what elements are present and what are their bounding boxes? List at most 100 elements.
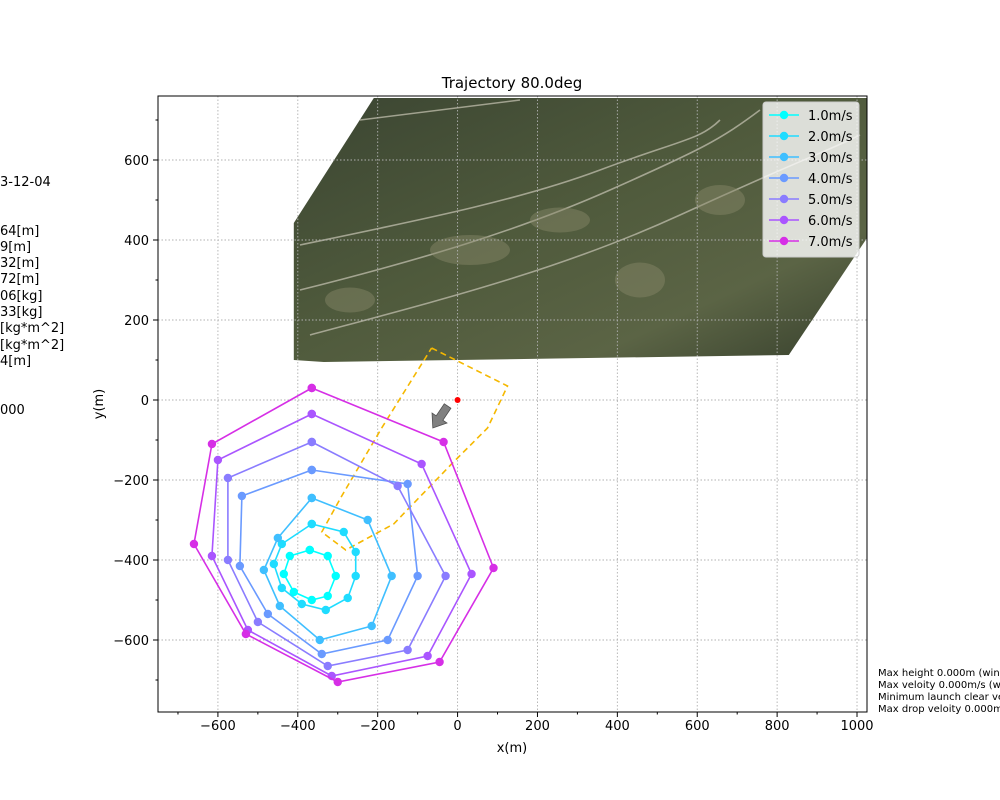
- x-tick-label: 200: [525, 719, 550, 734]
- series-point: [307, 383, 316, 393]
- series-point: [387, 571, 396, 581]
- series-point: [435, 657, 444, 667]
- legend-marker: [779, 215, 789, 225]
- y-axis-label: y(m): [92, 389, 107, 420]
- legend-label: 7.0m/s: [808, 235, 853, 250]
- legend-marker: [779, 173, 789, 183]
- series-6.0m/s: [207, 409, 476, 681]
- left-info-line: 3-12-04: [0, 175, 51, 190]
- series-point: [237, 491, 247, 501]
- x-tick-label: 1000: [840, 719, 873, 734]
- right-info-line: Minimum launch clear ve: [878, 692, 1000, 703]
- x-tick-label: −600: [200, 719, 236, 734]
- legend-marker: [779, 194, 789, 204]
- map-image: [293, 98, 867, 362]
- series-line: [262, 497, 393, 641]
- series-3.0m/s: [259, 493, 396, 645]
- x-tick-label: 800: [765, 719, 790, 734]
- series-point: [367, 621, 376, 631]
- series-point: [393, 481, 402, 491]
- right-info-line: Max veloity 0.000m/s (wi: [878, 680, 1000, 691]
- series-point: [351, 571, 360, 581]
- left-info-line: [kg*m^2]: [0, 321, 65, 336]
- legend-label: 4.0m/s: [808, 172, 853, 187]
- series-point: [343, 593, 352, 603]
- y-tick-label: 0: [141, 394, 149, 409]
- series-point: [307, 493, 316, 503]
- series-point: [351, 547, 360, 557]
- series-point: [423, 651, 432, 661]
- legend-label: 5.0m/s: [808, 193, 853, 208]
- y-tick-label: −600: [113, 634, 149, 649]
- series-point: [307, 409, 316, 419]
- legend-label: 2.0m/s: [808, 130, 853, 145]
- series-point: [403, 645, 412, 655]
- series-2.0m/s: [269, 519, 360, 615]
- wind-arrow-icon: [431, 403, 452, 429]
- left-info-line: 32[m]: [0, 256, 40, 271]
- series-point: [259, 565, 269, 575]
- legend-marker: [779, 131, 789, 141]
- x-tick-label: 0: [453, 719, 461, 734]
- series-point: [207, 551, 217, 561]
- left-info-line: 33[kg]: [0, 305, 43, 320]
- legend-marker: [779, 236, 789, 246]
- series-point: [339, 527, 348, 537]
- map-road: [299, 119, 721, 246]
- series-point: [223, 555, 233, 565]
- map-field: [430, 235, 510, 265]
- left-info-line: 06[kg]: [0, 289, 43, 304]
- series-point: [307, 465, 316, 475]
- x-tick-label: 600: [685, 719, 710, 734]
- series-point: [241, 629, 251, 639]
- series-point: [207, 439, 217, 449]
- left-info-line: 4[m]: [0, 354, 32, 369]
- series-point: [331, 571, 340, 581]
- left-info-line: 64[m]: [0, 224, 40, 239]
- series-7.0m/s: [189, 383, 498, 687]
- series-point: [323, 661, 332, 671]
- series-line: [227, 441, 447, 667]
- series-point: [307, 519, 316, 529]
- legend-label: 1.0m/s: [808, 109, 853, 124]
- x-tick-label: −400: [280, 719, 316, 734]
- series-point: [307, 437, 316, 447]
- y-tick-label: 400: [124, 234, 149, 249]
- series-point: [489, 563, 498, 573]
- series-point: [213, 455, 223, 465]
- map-field: [695, 185, 745, 215]
- series-point: [305, 545, 314, 555]
- legend-marker: [779, 152, 789, 162]
- series-point: [285, 551, 295, 561]
- left-info-line: 000: [0, 403, 25, 418]
- map-road: [359, 99, 521, 121]
- series-point: [467, 569, 476, 579]
- series-point: [253, 617, 263, 627]
- x-tick-label: 400: [605, 719, 630, 734]
- series-point: [277, 583, 287, 593]
- right-info-line: Max drop veloity 0.000m/: [878, 704, 1000, 715]
- legend-label: 6.0m/s: [808, 214, 853, 229]
- series-point: [441, 571, 450, 581]
- series-point: [263, 609, 273, 619]
- series-point: [235, 561, 245, 571]
- series-point: [275, 601, 285, 611]
- series-point: [417, 459, 426, 469]
- legend-label: 3.0m/s: [808, 151, 853, 166]
- series-point: [439, 437, 448, 447]
- left-info-line: 9[m]: [0, 240, 32, 255]
- y-tick-label: −400: [113, 554, 149, 569]
- map-road: [299, 109, 761, 291]
- series-point: [277, 539, 287, 549]
- series-point: [333, 677, 342, 687]
- series-point: [279, 569, 289, 579]
- left-info-line: 72[m]: [0, 272, 40, 287]
- map-field: [325, 287, 375, 313]
- series-point: [315, 635, 324, 645]
- y-tick-label: 200: [124, 314, 149, 329]
- map-field: [615, 262, 665, 298]
- series-4.0m/s: [235, 465, 422, 659]
- series-5.0m/s: [223, 437, 450, 671]
- launch-point: [454, 397, 461, 403]
- right-info-line: Max height 0.000m (wind: [878, 668, 1000, 679]
